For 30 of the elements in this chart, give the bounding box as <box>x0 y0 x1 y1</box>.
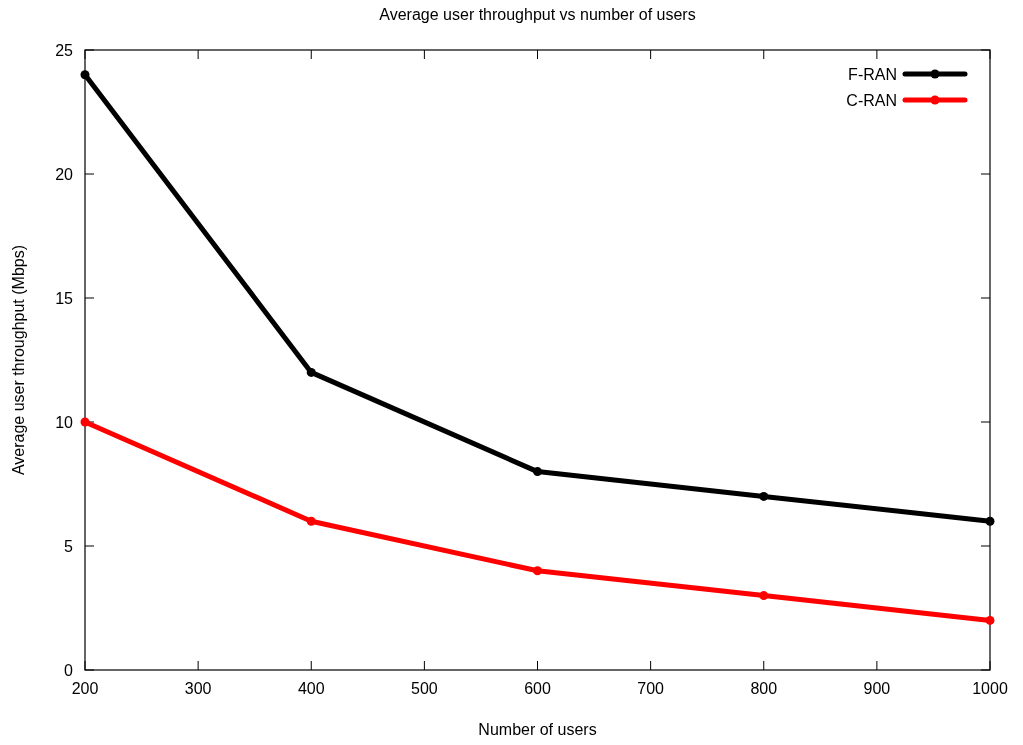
x-tick-label: 200 <box>71 680 99 697</box>
y-tick-label: 10 <box>55 414 74 431</box>
y-tick-label: 25 <box>55 42 74 59</box>
x-tick-label: 1000 <box>972 680 1008 697</box>
chart-title: Average user throughput vs number of users <box>379 6 696 23</box>
y-tick-label: 5 <box>64 538 74 555</box>
x-tick-label: 900 <box>863 680 891 697</box>
x-tick-label: 700 <box>637 680 665 697</box>
y-tick-label: 0 <box>64 662 74 679</box>
x-axis-title: Number of users <box>478 721 597 738</box>
y-tick-label: 15 <box>55 290 74 307</box>
point <box>306 516 316 526</box>
point <box>533 467 542 477</box>
legend-label: C-RAN <box>846 92 897 109</box>
x-tick-label: 400 <box>297 680 325 697</box>
x-tick-label: 500 <box>411 680 438 697</box>
point <box>985 516 995 526</box>
legend-label: F-RAN <box>848 66 897 83</box>
point <box>306 367 316 377</box>
x-tick-label: 800 <box>750 680 778 697</box>
point <box>80 70 90 80</box>
y-tick-label: 20 <box>55 166 74 183</box>
point <box>759 591 769 601</box>
x-tick-label: 300 <box>184 680 212 697</box>
point <box>985 615 995 625</box>
y-axis-title: Average user throughput (Mbps) <box>10 244 27 476</box>
point <box>80 417 90 427</box>
point <box>759 491 769 501</box>
point <box>533 566 542 576</box>
x-tick-label: 600 <box>524 680 551 697</box>
